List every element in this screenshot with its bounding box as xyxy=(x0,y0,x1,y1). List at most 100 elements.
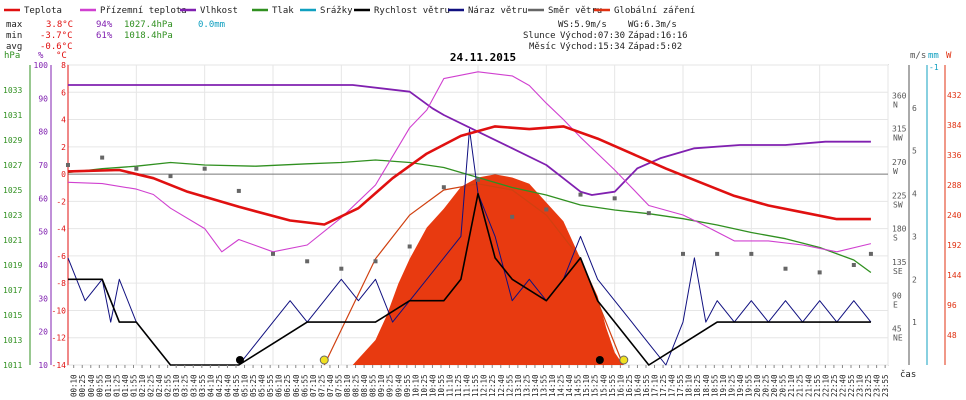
wind-direction-marker xyxy=(868,251,873,256)
temperature-tick: 8 xyxy=(61,61,66,70)
stats-avg-temp: -0.6°C xyxy=(40,42,73,52)
radiation-tick: 432 xyxy=(947,91,962,100)
wind-speed-tick: 2 xyxy=(912,275,917,284)
x-tick-label: 16:55 xyxy=(642,374,651,397)
info-moon-rise: Východ:15:34 xyxy=(560,42,625,52)
wind-dir-tick: 225 xyxy=(892,191,907,200)
x-tick-label: 14:55 xyxy=(574,374,583,397)
x-tick-label: 22:10 xyxy=(821,374,830,397)
x-tick-label: 09:40 xyxy=(394,374,403,397)
legend-label: Vlhkost xyxy=(200,6,238,16)
radiation-tick: 144 xyxy=(947,271,962,280)
x-tick-label: 19:25 xyxy=(727,374,736,397)
x-tick-label: 12:25 xyxy=(488,374,497,397)
info-moon-set: Západ:5:02 xyxy=(628,42,682,52)
x-tick-label: 09:10 xyxy=(377,374,386,397)
x-tick-label: 23:25 xyxy=(864,374,873,397)
x-tick-label: 08:55 xyxy=(369,374,378,397)
x-tick-label: 23:40 xyxy=(873,374,882,397)
x-tick-label: 07:10 xyxy=(309,374,318,397)
humidity-tick: 40 xyxy=(38,261,48,270)
x-tick-label: 11:10 xyxy=(446,374,455,397)
info-ws: WS:5.9m/s xyxy=(558,20,607,30)
x-tick-label: 12:40 xyxy=(497,374,506,397)
x-tick-label: 03:55 xyxy=(198,374,207,397)
x-tick-label: 21:55 xyxy=(813,374,822,397)
legend-item: Rychlost větru xyxy=(354,6,450,16)
x-tick-label: 11:55 xyxy=(471,374,480,397)
x-tick-label: 20:55 xyxy=(779,374,788,397)
x-tick-label: 02:25 xyxy=(147,374,156,397)
info-sun-set: Západ:16:16 xyxy=(628,31,688,41)
wind-dir-tick: 360 xyxy=(892,91,907,100)
info-sun-rise: Východ:07:30 xyxy=(560,31,625,41)
legend-label: Tlak xyxy=(272,6,294,16)
wind-direction-marker xyxy=(271,251,275,256)
x-tick-label: 22:25 xyxy=(830,374,839,397)
legend-item: Náraz větru xyxy=(448,6,528,16)
wind-dir-label: NW xyxy=(893,134,903,143)
x-tick-label: 20:10 xyxy=(753,374,762,397)
x-tick-label: 13:25 xyxy=(522,374,531,397)
x-tick-label: 19:55 xyxy=(744,374,753,397)
x-tick-label: 13:40 xyxy=(531,374,540,397)
wind-direction-marker xyxy=(544,207,549,212)
humidity-tick: 70 xyxy=(38,161,48,170)
humidity-tick: 100 xyxy=(34,61,49,70)
x-tick-label: 01:40 xyxy=(121,374,130,397)
humidity-tick: 20 xyxy=(38,328,48,337)
wind-direction-marker xyxy=(476,177,480,182)
radiation-area xyxy=(352,174,624,365)
x-tick-label: 22:40 xyxy=(838,374,847,397)
x-tick-label: 01:10 xyxy=(104,374,113,397)
humidity-tick: 80 xyxy=(38,128,48,137)
temperature-line xyxy=(67,125,871,226)
pressure-tick: 1015 xyxy=(3,311,22,320)
x-tick-label: 15:25 xyxy=(591,374,600,397)
wind-direction-marker xyxy=(681,251,685,256)
radiation-tick: 336 xyxy=(947,151,962,160)
x-tick-label: 01:55 xyxy=(129,374,138,397)
x-tick-label: 18:10 xyxy=(685,374,694,397)
wind-direction-marker xyxy=(202,166,207,171)
legend-item: Teplota xyxy=(4,6,62,16)
x-tick-label: 17:25 xyxy=(659,374,668,397)
wind-direction-marker xyxy=(236,188,241,193)
moonset-marker xyxy=(235,356,244,364)
wind-direction-marker xyxy=(168,174,173,179)
wind-direction-marker xyxy=(66,163,70,167)
x-tick-label: 12:10 xyxy=(480,374,489,397)
humidity-line xyxy=(68,84,871,196)
x-tick-label: 00:25 xyxy=(78,374,87,397)
stats-min-label: min xyxy=(6,31,22,41)
x-tick-label: 03:40 xyxy=(189,374,198,397)
x-tick-label: 13:10 xyxy=(514,374,523,397)
humidity-tick: 10 xyxy=(38,361,48,370)
stats-max-rain: 0.0mm xyxy=(198,20,225,30)
wind-dir-label: N xyxy=(893,100,898,109)
wind-dir-tick: 180 xyxy=(892,225,907,234)
x-tick-label: 16:40 xyxy=(633,374,642,397)
stats-max-temp: 3.8°C xyxy=(46,20,73,30)
x-tick-label: 03:25 xyxy=(181,374,190,397)
wind-direction-marker xyxy=(510,214,515,219)
wind-speed-tick: 5 xyxy=(912,147,917,156)
info-sun-label: Slunce xyxy=(523,31,556,41)
radiation-tick: 288 xyxy=(947,181,962,190)
legend-item: Srážky xyxy=(300,6,353,16)
wind-dir-label: SW xyxy=(893,200,903,209)
x-tick-label: 08:40 xyxy=(360,374,369,397)
x-tick-label: 08:10 xyxy=(343,374,352,397)
x-tick-label: 17:55 xyxy=(676,374,685,397)
x-tick-label: 00:40 xyxy=(87,374,96,397)
wind-speed-tick: 6 xyxy=(912,104,917,113)
wind-direction-marker xyxy=(612,196,617,201)
x-tick-label: 15:40 xyxy=(599,374,608,397)
legend-label: Směr větru xyxy=(548,6,602,16)
legend-item: Vlhkost xyxy=(180,6,238,16)
wind-speed-line xyxy=(68,192,871,366)
x-tick-label: 22:55 xyxy=(847,374,856,397)
pressure-tick: 1033 xyxy=(3,86,22,95)
x-tick-label: 04:25 xyxy=(215,374,224,397)
